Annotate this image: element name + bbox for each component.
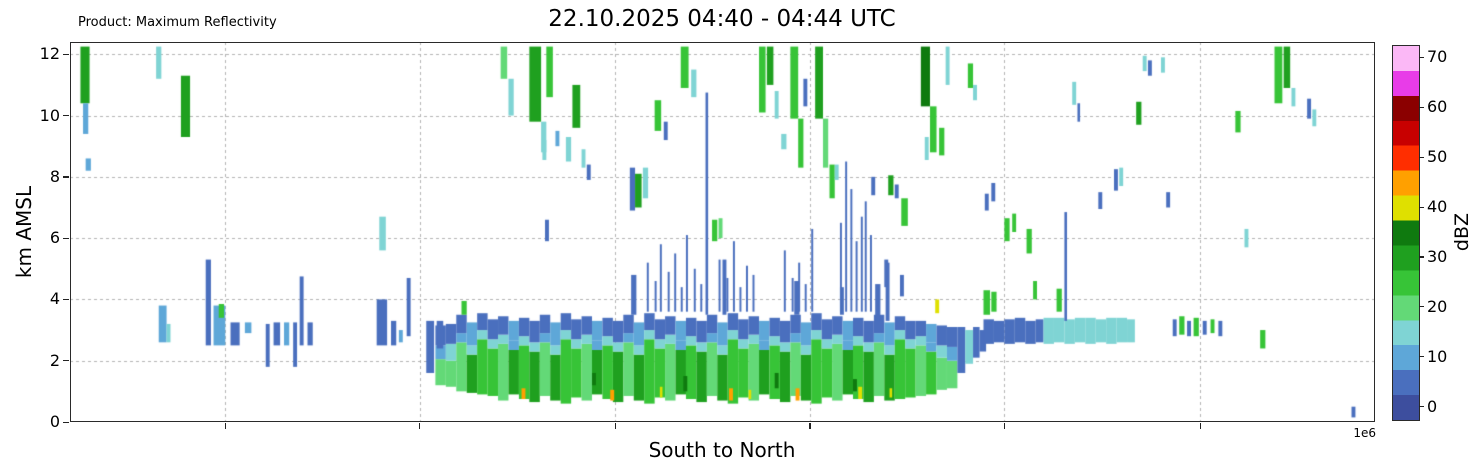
x-tick-mark bbox=[419, 423, 421, 429]
colorbar-tick-mark bbox=[1419, 356, 1424, 358]
colorbar-tick-mark bbox=[1419, 106, 1424, 109]
y-tick-mark bbox=[63, 176, 69, 178]
colorbar-tick-label: 40 bbox=[1427, 197, 1448, 217]
x-tick-mark bbox=[224, 423, 226, 429]
x-tick-mark bbox=[1199, 423, 1201, 429]
colorbar-tick-mark bbox=[1419, 306, 1424, 308]
colorbar-tick-mark bbox=[1419, 206, 1424, 208]
y-tick-label: 4 bbox=[49, 289, 60, 309]
y-tick-mark bbox=[63, 360, 69, 362]
colorbar-tick-label: 70 bbox=[1427, 47, 1448, 67]
colorbar-tick-label: 50 bbox=[1427, 147, 1448, 167]
y-tick-mark bbox=[63, 53, 69, 55]
x-axis-label: South to North bbox=[648, 438, 796, 462]
y-tick-mark bbox=[63, 298, 69, 301]
chart-title: 22.10.2025 04:40 - 04:44 UTC bbox=[548, 6, 896, 32]
y-tick-mark bbox=[63, 421, 69, 423]
colorbar bbox=[1392, 45, 1420, 421]
colorbar-label: dBZ bbox=[1451, 212, 1473, 252]
y-tick-label: 0 bbox=[49, 412, 60, 431]
x-tick-mark bbox=[614, 423, 617, 429]
colorbar-tick-label: 60 bbox=[1427, 97, 1448, 117]
x-tick-mark bbox=[809, 423, 811, 429]
colorbar-tick-label: 20 bbox=[1427, 296, 1448, 316]
x-axis-offset-label: 1e6 bbox=[1353, 426, 1376, 440]
colorbar-tick-mark bbox=[1419, 406, 1424, 408]
colorbar-tick-label: 10 bbox=[1427, 346, 1448, 366]
y-tick-label: 12 bbox=[39, 44, 60, 64]
colorbar-tick-label: 30 bbox=[1427, 246, 1448, 266]
y-tick-label: 6 bbox=[49, 228, 60, 248]
colorbar-tick-mark bbox=[1419, 256, 1424, 258]
y-tick-mark bbox=[63, 237, 69, 239]
x-tick-mark bbox=[1003, 423, 1006, 429]
y-tick-mark bbox=[63, 115, 69, 117]
y-tick-label: 2 bbox=[49, 350, 60, 370]
plot-canvas bbox=[70, 42, 1375, 422]
colorbar-tick-mark bbox=[1419, 156, 1424, 158]
colorbar-tick-mark bbox=[1419, 56, 1424, 59]
y-tick-label: 10 bbox=[39, 105, 60, 125]
y-tick-label: 8 bbox=[49, 166, 60, 186]
colorbar-tick-label: 0 bbox=[1427, 396, 1438, 416]
product-label: Product: Maximum Reflectivity bbox=[78, 15, 277, 30]
